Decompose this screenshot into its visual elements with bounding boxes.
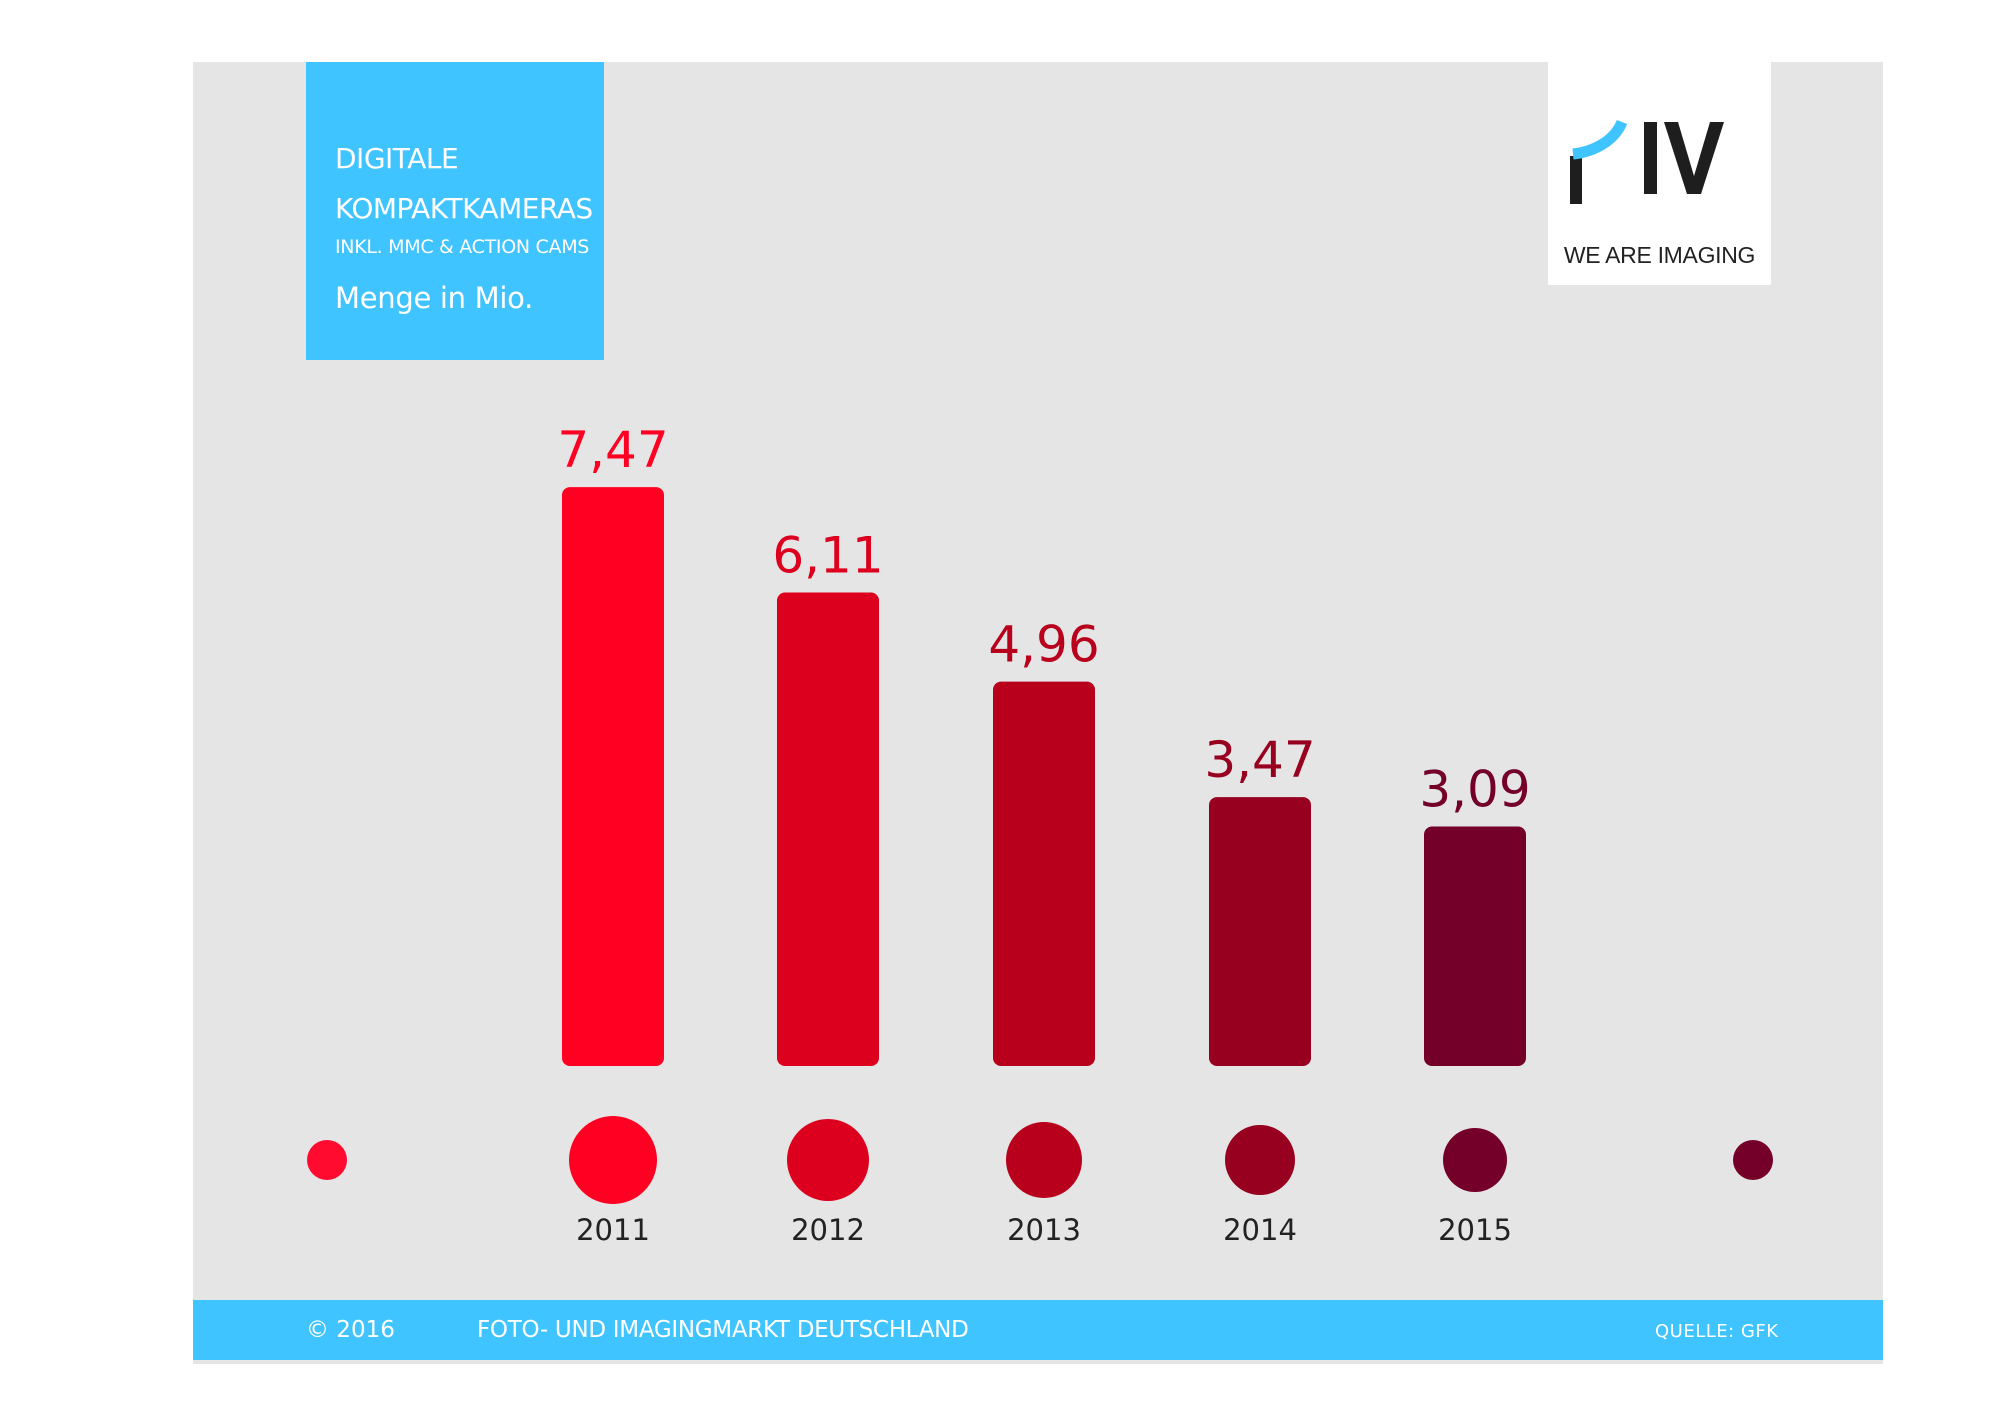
footer-title: FOTO- UND IMAGINGMARKT DEUTSCHLAND — [477, 1317, 969, 1343]
footer-bar: © 2016 FOTO- UND IMAGINGMARKT DEUTSCHLAN… — [193, 1300, 1883, 1360]
year-label-2015: 2015 — [1438, 1213, 1512, 1247]
year-labels-layer: 2011 2012 2013 2014 2015 — [576, 1213, 1512, 1247]
value-labels-layer: 7,47 6,11 4,96 3,47 3,09 — [557, 421, 1530, 818]
bar-2012 — [777, 592, 879, 1066]
footer-copyright: © 2016 — [306, 1317, 395, 1343]
timeline-marker-2013 — [1006, 1122, 1082, 1198]
value-label-2011: 7,47 — [557, 421, 668, 479]
timeline-marker-2011 — [569, 1116, 657, 1204]
year-label-2012: 2012 — [791, 1213, 865, 1247]
chart-title-line2: KOMPAKTKAMERAS — [335, 192, 593, 225]
timeline-marker-2015 — [1443, 1128, 1507, 1192]
year-label-2011: 2011 — [576, 1213, 650, 1247]
bar-2013 — [993, 681, 1095, 1066]
value-label-2015: 3,09 — [1419, 761, 1530, 819]
timeline-marker-2012 — [787, 1119, 869, 1201]
value-label-2012: 6,11 — [772, 526, 883, 584]
footer-source: QUELLE: GFK — [1655, 1321, 1779, 1342]
timeline-marker-2014 — [1225, 1125, 1295, 1195]
bar-2015 — [1424, 826, 1526, 1066]
timeline-end-dot — [1733, 1140, 1773, 1180]
year-label-2013: 2013 — [1007, 1213, 1081, 1247]
chart-title-line1: DIGITALE — [335, 142, 459, 175]
bar-2014 — [1209, 797, 1311, 1066]
markers-layer — [569, 1116, 1507, 1204]
chart-subtitle: INKL. MMC & ACTION CAMS — [335, 236, 590, 258]
timeline-start-dot — [307, 1140, 347, 1180]
year-label-2014: 2014 — [1223, 1213, 1297, 1247]
value-label-2013: 4,96 — [988, 616, 1099, 674]
logo-tagline: WE ARE IMAGING — [1563, 242, 1756, 268]
value-label-2014: 3,47 — [1204, 731, 1315, 789]
piv-logo-icon — [1570, 119, 1724, 204]
title-box: DIGITALE KOMPAKTKAMERAS INKL. MMC & ACTI… — [306, 62, 604, 360]
unit-label: Menge in Mio. — [335, 281, 533, 315]
bar-2011 — [562, 487, 664, 1066]
bars-layer — [562, 487, 1526, 1066]
logo-box: WE ARE IMAGING — [1548, 62, 1771, 285]
